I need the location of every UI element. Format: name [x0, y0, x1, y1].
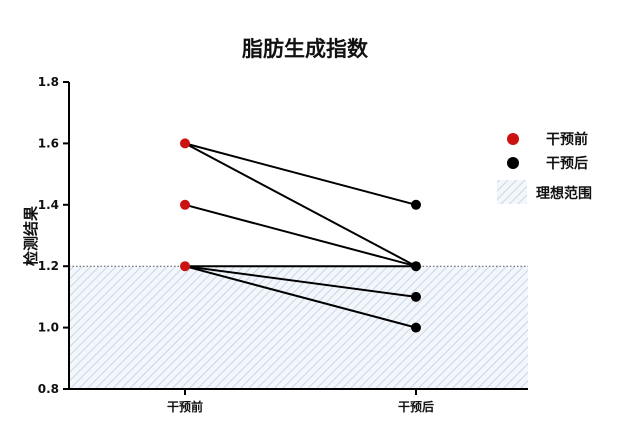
- y-tick-label: 1.4: [38, 198, 59, 212]
- pair-line: [184, 142, 417, 268]
- data-point-before: [180, 199, 190, 210]
- legend-marker-ideal-range: [497, 180, 527, 204]
- legend-label-before: 干预前: [546, 131, 588, 148]
- pair-line: [184, 142, 417, 206]
- data-points: [180, 138, 421, 333]
- y-tick-label: 1.2: [38, 259, 59, 273]
- data-point-before: [180, 138, 190, 149]
- legend-marker-before: [507, 133, 519, 145]
- y-tick-label: 1.8: [38, 75, 59, 89]
- axes: 0.8 1.0 1.2 1.4 1.6 1.8 干预前 干预后: [38, 75, 528, 414]
- legend-label-after: 干预后: [546, 155, 588, 172]
- data-point-after: [411, 291, 421, 302]
- pair-line: [184, 265, 417, 298]
- ideal-range-fill: [69, 266, 528, 389]
- y-tick-label: 1.6: [38, 136, 59, 150]
- data-point-after: [411, 261, 421, 272]
- x-tick-label: 干预后: [398, 399, 434, 414]
- data-point-before: [180, 261, 190, 272]
- pair-line: [184, 265, 417, 329]
- legend-marker-after: [507, 157, 519, 169]
- pair-lines: [184, 142, 417, 329]
- y-axis-label: 检测结果: [22, 205, 40, 266]
- data-point-after: [411, 199, 421, 210]
- legend-label-ideal-range: 理想范围: [536, 185, 592, 202]
- y-tick-label: 1.0: [38, 321, 59, 335]
- x-tick-label: 干预前: [167, 399, 203, 414]
- chart-title: 脂肪生成指数: [242, 37, 369, 61]
- ideal-range-region: [69, 265, 528, 389]
- legend: 干预前 干预后 理想范围: [497, 131, 592, 204]
- pair-line: [184, 203, 417, 268]
- data-point-after: [411, 322, 421, 333]
- y-tick-label: 0.8: [38, 382, 59, 396]
